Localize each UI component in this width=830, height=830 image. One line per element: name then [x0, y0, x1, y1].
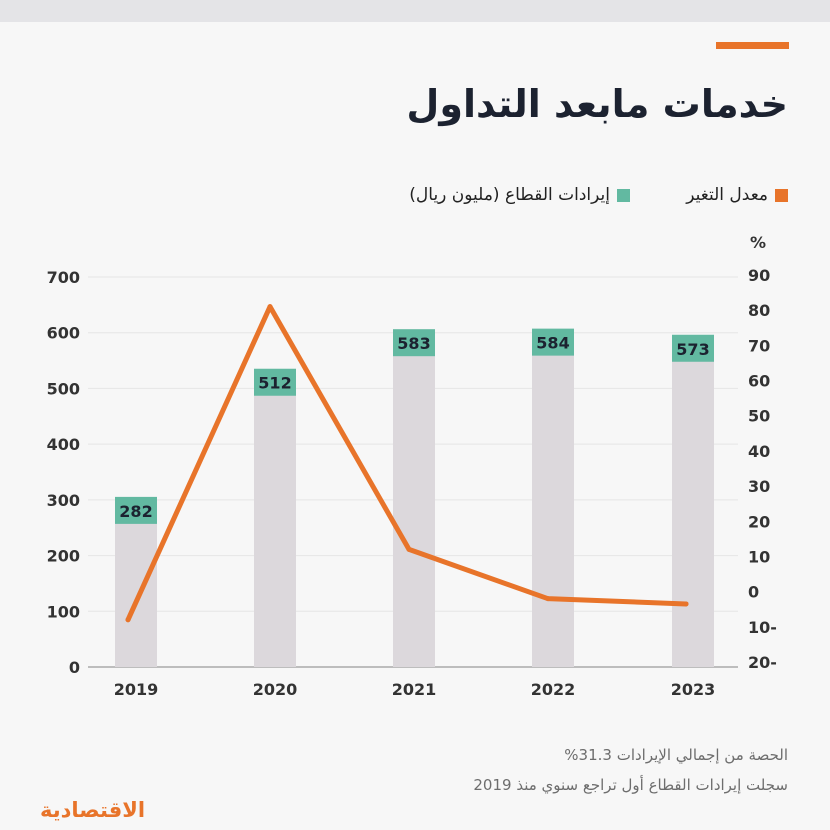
right-axis-tick: 80	[748, 301, 770, 320]
right-axis-tick: 70	[748, 336, 770, 355]
bar	[532, 341, 574, 667]
bar-label-background	[393, 329, 435, 357]
right-axis-tick: 90	[748, 266, 770, 285]
right-axis-tick: 30	[748, 477, 770, 496]
bar-value-label: 282	[119, 502, 152, 521]
x-axis-tick: 2022	[531, 680, 576, 699]
brand-logo: الاقتصادية	[40, 798, 146, 822]
right-axis-tick: 0	[748, 583, 759, 602]
left-axis-tick: 100	[47, 602, 80, 621]
bar-label-background	[254, 368, 296, 396]
legend-swatch-orange	[775, 188, 788, 202]
left-axis-tick: 200	[47, 547, 80, 566]
left-axis-tick: 700	[47, 268, 80, 287]
left-axis-tick: 500	[47, 379, 80, 398]
chart-title: خدمات مابعد التداول	[406, 82, 788, 126]
change-rate-point	[406, 546, 412, 552]
x-axis-tick: 2019	[114, 680, 159, 699]
change-rate-point	[683, 601, 689, 607]
x-axis-tick: 2020	[253, 680, 298, 699]
right-axis-tick: 10-	[748, 618, 777, 637]
legend-swatch-teal	[617, 188, 630, 202]
left-axis-tick: 0	[69, 658, 80, 677]
bar	[672, 347, 714, 667]
right-axis-tick: 60	[748, 372, 770, 391]
change-rate-point	[545, 596, 551, 602]
bar-label-background	[115, 496, 157, 524]
right-axis-tick: 10	[748, 547, 770, 566]
right-axis-tick: 20-	[748, 653, 777, 672]
bar	[393, 342, 435, 667]
right-axis-tick: 50	[748, 407, 770, 426]
footnote-decline: سجلت إيرادات القطاع أول تراجع سنوي منذ 2…	[473, 776, 788, 794]
x-axis-tick: 2023	[671, 680, 716, 699]
legend-label-revenue: إيرادات القطاع (مليون ريال)	[409, 185, 610, 205]
left-axis-tick: 600	[47, 324, 80, 343]
x-axis-tick: 2021	[392, 680, 437, 699]
bar-value-label: 573	[676, 340, 709, 359]
legend-item-change-rate: معدل التغير	[686, 185, 788, 205]
bar-label-background	[532, 328, 574, 356]
legend-item-revenue: إيرادات القطاع (مليون ريال)	[409, 185, 630, 205]
bar-value-label: 583	[397, 334, 430, 353]
left-axis-tick: 400	[47, 435, 80, 454]
bar	[254, 381, 296, 667]
top-strip	[0, 0, 830, 22]
change-rate-point	[267, 304, 273, 310]
bar	[115, 509, 157, 667]
legend-label-change-rate: معدل التغير	[686, 185, 768, 205]
accent-bar	[716, 42, 789, 49]
right-axis-tick: 20	[748, 512, 770, 531]
right-axis-tick: 40	[748, 442, 770, 461]
footnote-share: الحصة من إجمالي الإيرادات 31.3%	[564, 746, 788, 764]
left-axis-tick: 300	[47, 491, 80, 510]
right-axis-unit: %	[750, 233, 766, 252]
change-rate-point	[125, 617, 131, 623]
bar-value-label: 584	[536, 334, 569, 353]
bar-value-label: 512	[258, 374, 291, 393]
bar-label-background	[672, 334, 714, 362]
